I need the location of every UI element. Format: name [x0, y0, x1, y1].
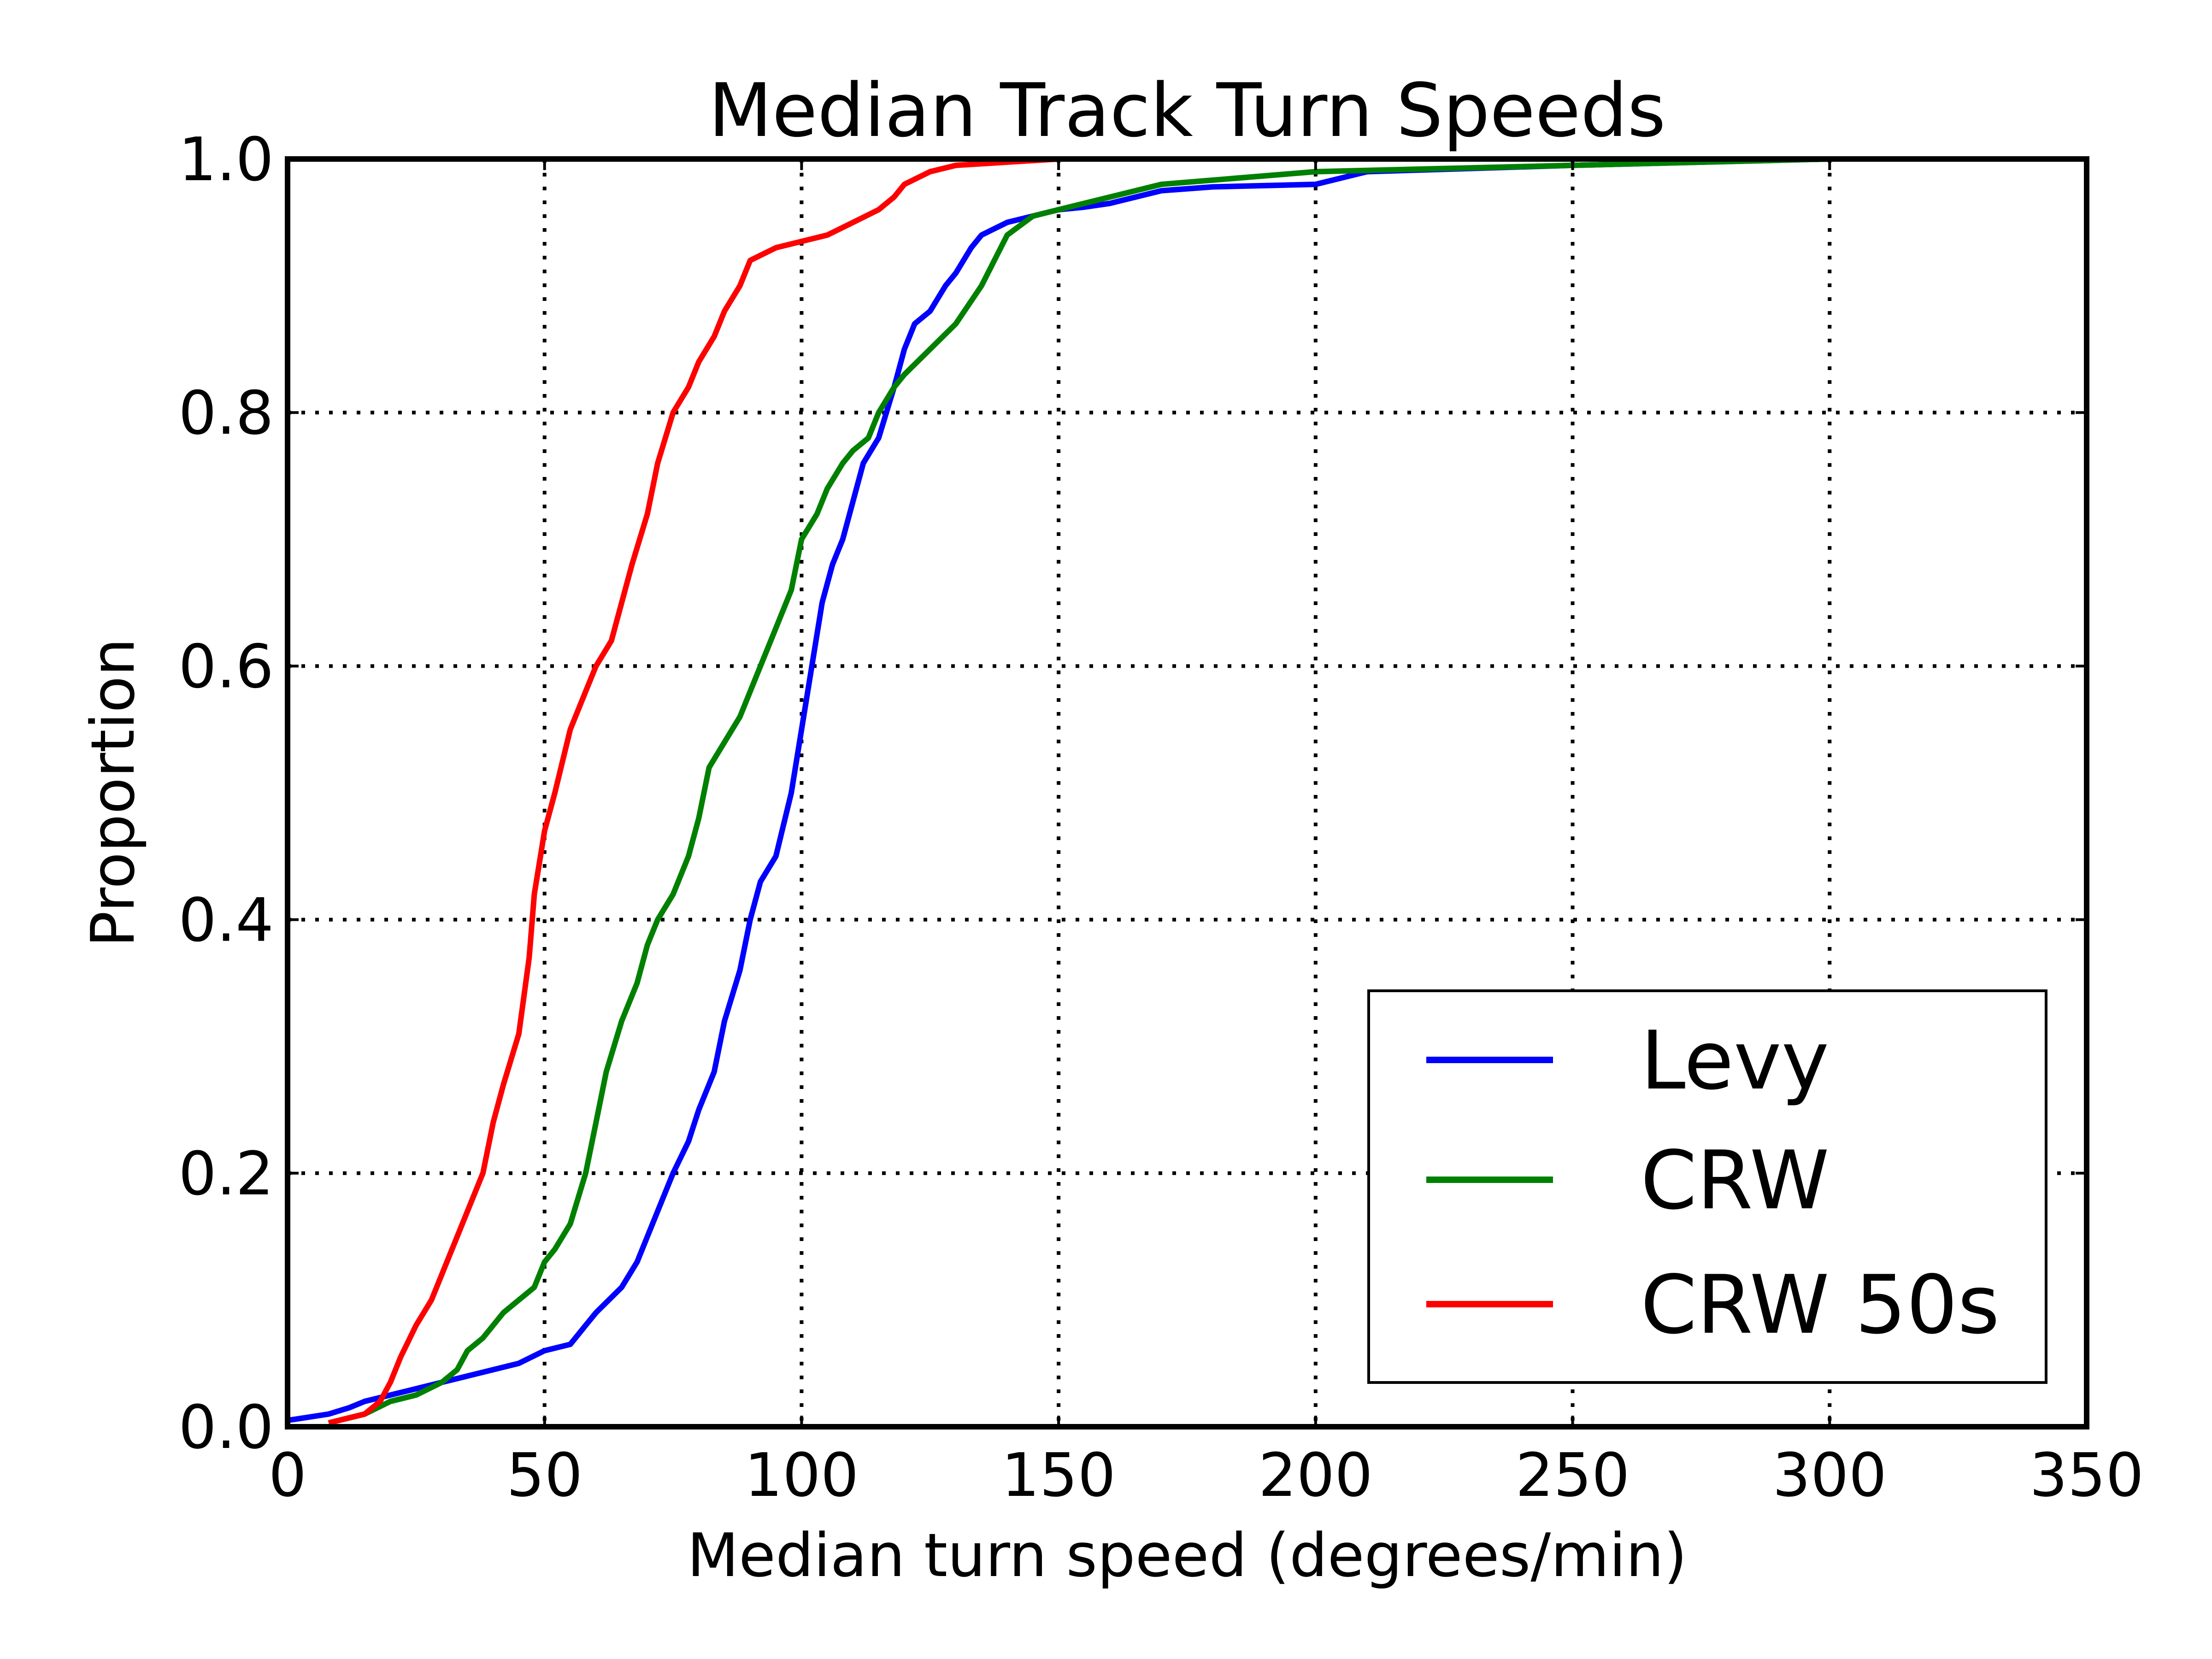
y-tick-label: 0.0 — [178, 1392, 274, 1462]
series-lines — [287, 156, 1830, 1426]
x-tick-label: 150 — [1001, 1440, 1116, 1510]
plot-frame — [285, 156, 2089, 1430]
x-tick-label: 250 — [1516, 1440, 1630, 1510]
x-tick-labels: 0 50 100 150 200 250 300 350 — [269, 1440, 2144, 1510]
y-tick-label: 0.8 — [178, 378, 274, 448]
y-tick-labels: 0.0 0.2 0.4 0.6 0.8 1.0 — [178, 124, 274, 1462]
axis-ticks — [286, 158, 2088, 1428]
x-tick-label: 200 — [1259, 1440, 1373, 1510]
x-tick-label: 350 — [2030, 1440, 2144, 1510]
grid — [288, 159, 2087, 1427]
x-axis-label: Median turn speed (degrees/min) — [687, 1520, 1687, 1590]
y-tick-label: 0.6 — [178, 631, 274, 701]
y-tick-label: 1.0 — [178, 124, 274, 194]
series-line-crw — [328, 156, 1830, 1426]
x-tick-label: 100 — [744, 1440, 859, 1510]
chart-title: Median Track Turn Speeds — [708, 67, 1665, 153]
legend-box — [1367, 989, 2047, 1384]
y-axis-label: Proportion — [78, 638, 148, 947]
legend: Levy CRW CRW 50s — [1367, 989, 2047, 1384]
series-line-crw-50s — [328, 156, 1059, 1426]
y-tick-label: 0.4 — [178, 885, 274, 955]
legend-label-crw-50s: CRW 50s — [1641, 1259, 2000, 1352]
y-tick-label: 0.2 — [178, 1139, 274, 1209]
x-tick-label: 300 — [1772, 1440, 1887, 1510]
x-tick-label: 50 — [506, 1440, 582, 1510]
legend-label-levy: Levy — [1641, 1014, 1829, 1108]
legend-label-crw: CRW — [1641, 1134, 1830, 1228]
x-tick-label: 0 — [269, 1440, 307, 1510]
